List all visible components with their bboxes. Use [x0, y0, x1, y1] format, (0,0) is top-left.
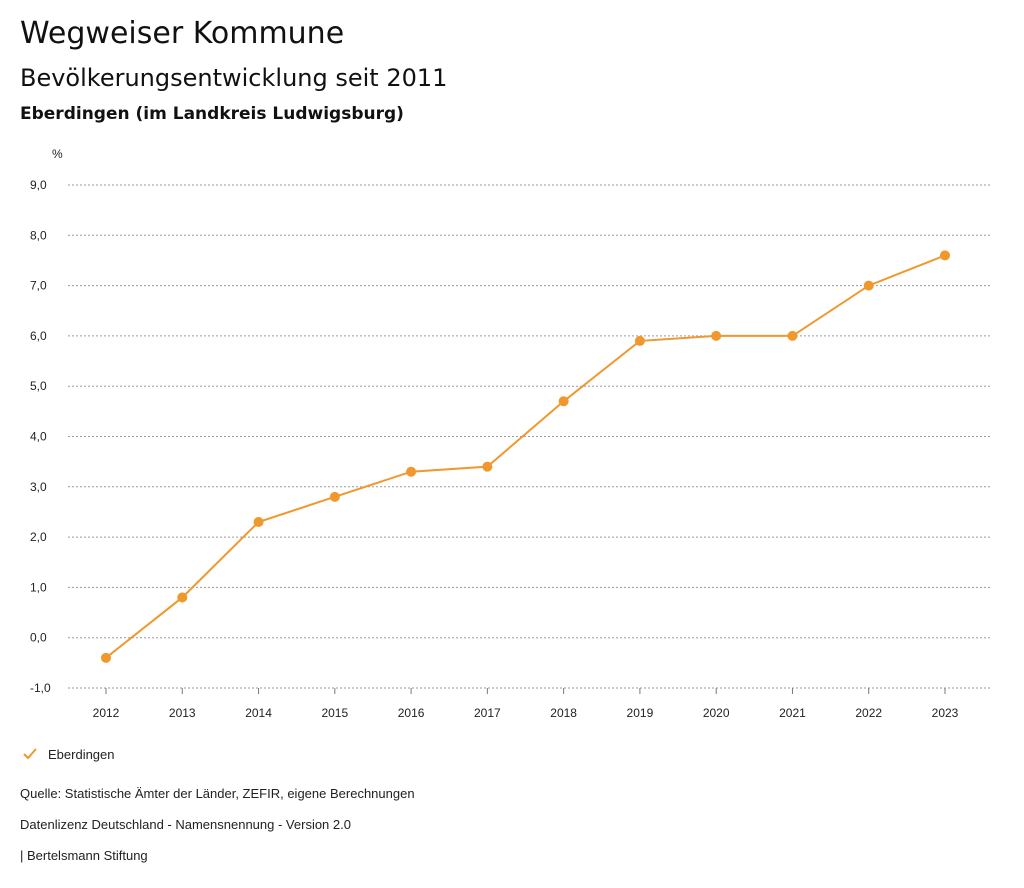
data-point[interactable] — [940, 250, 950, 261]
x-axis-ticks: 2012 2013 2014 2015 2016 2017 2018 2019 2020 2021… — [93, 688, 959, 720]
y-axis-unit-label: % — [52, 147, 63, 161]
legend-label-eberdingen: Eberdingen — [48, 746, 115, 762]
legend[interactable]: Eberdingen — [22, 744, 115, 764]
data-point[interactable] — [329, 491, 340, 502]
publisher-note: | Bertelsmann Stiftung — [20, 848, 148, 863]
data-point[interactable] — [177, 592, 188, 603]
y-tick-label: 6,0 — [30, 329, 47, 343]
x-tick-label: 2016 — [398, 706, 425, 720]
y-axis-ticks: 9,0 8,0 7,0 6,0 5,0 4,0 3,0 2,0 1,0 0,0 -1,0 — [30, 178, 51, 695]
series-line-eberdingen — [105, 254, 946, 659]
data-point[interactable] — [863, 280, 874, 291]
y-tick-label: 4,0 — [30, 430, 47, 444]
grid-lines — [68, 184, 990, 689]
page-title: Wegweiser Kommune — [20, 16, 345, 51]
license-note: Datenlizenz Deutschland - Namensnennung … — [20, 817, 351, 832]
y-tick-label: 1,0 — [30, 580, 47, 594]
x-tick-label: 2020 — [703, 706, 730, 720]
y-tick-label: 5,0 — [30, 379, 47, 393]
y-tick-label: 2,0 — [30, 530, 47, 544]
data-point[interactable] — [634, 335, 645, 346]
series-group — [101, 250, 950, 663]
x-tick-label: 2023 — [932, 706, 959, 720]
x-tick-label: 2018 — [550, 706, 577, 720]
line-chart: % 9,0 8,0 7,0 6,0 5,0 4,0 3,0 2,0 1,0 0,0 -1,0 201… — [30, 147, 990, 720]
y-tick-label: 8,0 — [30, 228, 47, 242]
source-note: Quelle: Statistische Ämter der Länder, Z… — [20, 786, 415, 801]
x-tick-label: 2013 — [169, 706, 196, 720]
x-tick-label: 2015 — [321, 706, 348, 720]
region-label: Eberdingen (im Landkreis Ludwigsburg) — [20, 104, 404, 124]
data-point[interactable] — [101, 652, 111, 663]
data-point[interactable] — [787, 330, 798, 341]
y-tick-label: 0,0 — [30, 631, 47, 645]
data-point[interactable] — [482, 461, 493, 472]
data-point[interactable] — [253, 517, 264, 528]
x-tick-label: 2019 — [627, 706, 654, 720]
x-tick-label: 2022 — [855, 706, 882, 720]
data-point[interactable] — [711, 330, 722, 341]
x-tick-label: 2017 — [474, 706, 501, 720]
chart-subtitle: Bevölkerungsentwicklung seit 2011 — [20, 64, 448, 92]
y-tick-label: -1,0 — [30, 681, 51, 695]
y-tick-label: 7,0 — [30, 279, 47, 293]
x-tick-label: 2021 — [779, 706, 806, 720]
data-point[interactable] — [558, 396, 569, 407]
x-tick-label: 2012 — [93, 706, 120, 720]
y-tick-label: 9,0 — [30, 178, 47, 192]
x-tick-label: 2014 — [245, 706, 272, 720]
data-point[interactable] — [406, 466, 417, 477]
y-tick-label: 3,0 — [30, 480, 47, 494]
check-icon — [23, 748, 37, 760]
